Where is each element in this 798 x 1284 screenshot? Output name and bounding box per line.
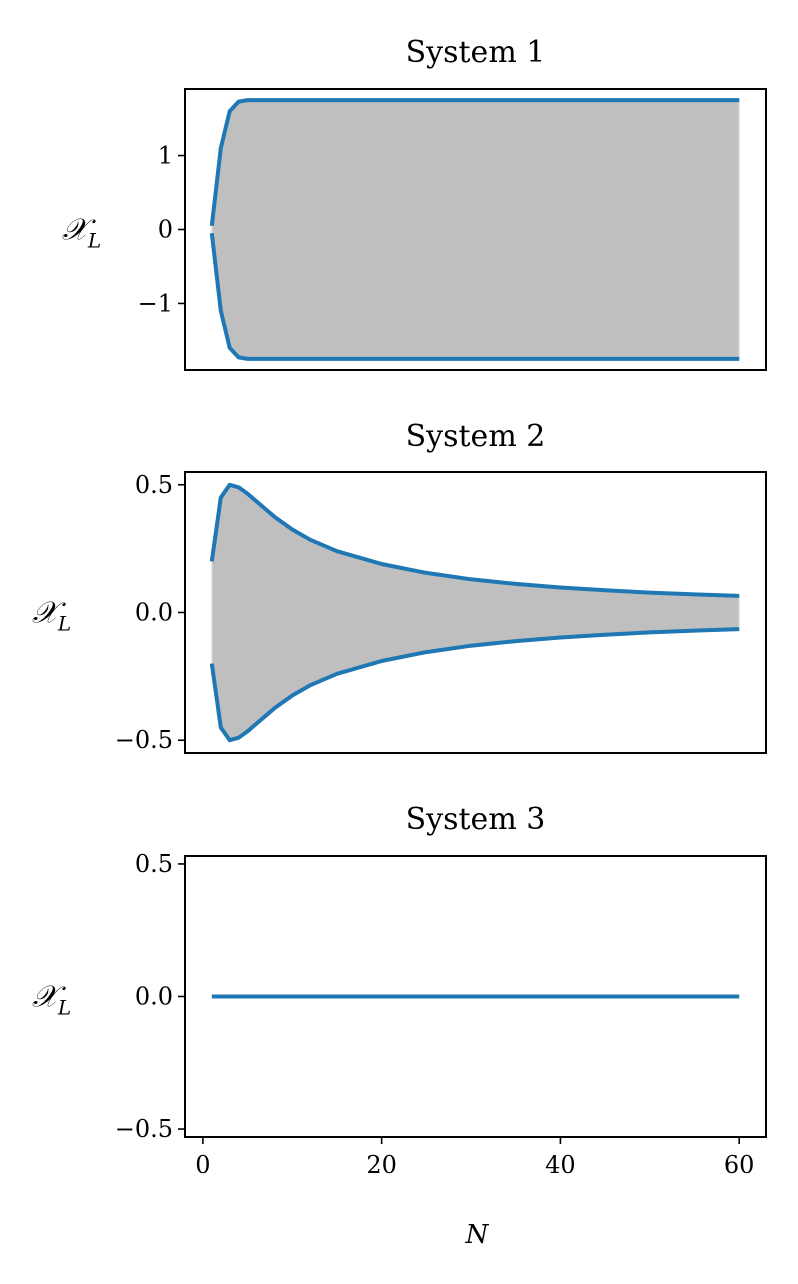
x-tick-label: 0 xyxy=(195,1151,210,1179)
series-line-2 xyxy=(209,232,740,361)
x-tick-label: 20 xyxy=(366,1151,397,1179)
y-tick-label: −0.5 xyxy=(115,1115,173,1143)
y-axis-label: 𝒳L xyxy=(32,596,71,636)
y-tick-label: 0.5 xyxy=(135,471,173,499)
y-tick-label: 0 xyxy=(158,216,173,244)
y-tick-label: 0.0 xyxy=(135,599,173,627)
y-tick-label: −0.5 xyxy=(115,726,173,754)
x-tick-label: 40 xyxy=(545,1151,576,1179)
panel-title: System 2 xyxy=(406,419,546,454)
panel-1: System 1 1 0 −1 𝒳L xyxy=(62,35,767,371)
panel-title: System 1 xyxy=(406,35,546,70)
y-tick-label: 0.5 xyxy=(135,850,173,878)
band-fill xyxy=(211,100,740,359)
band-fill xyxy=(211,484,740,741)
y-tick-label: 1 xyxy=(158,142,173,170)
series-line-2 xyxy=(209,627,740,743)
y-tick-label: 0.0 xyxy=(135,983,173,1011)
series-line-1 xyxy=(209,482,740,598)
y-axis-label-subscript: L xyxy=(57,612,71,636)
x-axis-label: N xyxy=(465,1220,490,1250)
x-tick-label: 60 xyxy=(724,1151,755,1179)
series-line-1 xyxy=(209,98,740,227)
y-tick-label: −1 xyxy=(138,289,173,317)
panel-title: System 3 xyxy=(406,802,546,837)
y-axis-label: 𝒳L xyxy=(62,213,101,253)
y-axis-label-subscript: L xyxy=(57,996,71,1020)
panel-2: System 2 0.5 0.0 −0.5 𝒳L xyxy=(32,419,767,754)
y-axis-label-subscript: L xyxy=(87,229,101,253)
panel-3: System 3 0.5 0.0 −0.5 0 20 40 60 𝒳L N xyxy=(32,802,767,1250)
y-axis-label: 𝒳L xyxy=(32,980,71,1020)
